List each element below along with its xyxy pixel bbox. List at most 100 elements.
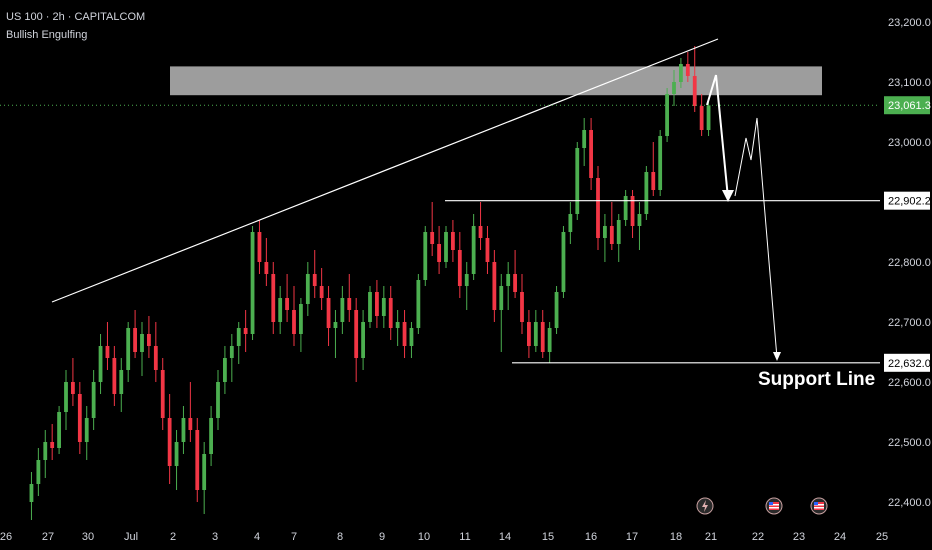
candle-body	[271, 274, 276, 322]
x-tick-label: 17	[626, 531, 638, 543]
candle-body	[540, 322, 545, 352]
candle-body	[506, 274, 511, 286]
y-tick-label: 22,800.0	[888, 257, 931, 269]
candle-body	[57, 412, 61, 448]
projection-path	[734, 117, 778, 359]
candle-body	[105, 346, 110, 358]
candle-body	[492, 262, 497, 310]
candle-body	[292, 310, 296, 334]
candle-body	[181, 418, 186, 442]
candle-body	[623, 196, 628, 220]
candle-body	[50, 442, 55, 448]
candle-body	[133, 328, 137, 352]
candle-body	[430, 232, 435, 244]
candle-body	[216, 382, 220, 418]
candle-body	[616, 220, 621, 244]
candle-body	[582, 130, 587, 148]
candle-body	[547, 328, 552, 352]
x-tick-label: 30	[82, 531, 94, 543]
x-tick-label: 26	[0, 531, 12, 543]
flag-stripes	[769, 502, 779, 510]
price-tag	[884, 353, 930, 372]
resistance-zone-layer	[170, 66, 822, 96]
candle-body	[423, 232, 428, 280]
flag-stripe	[769, 504, 779, 506]
x-tick-label: 24	[834, 531, 846, 543]
flag-canton	[814, 502, 818, 505]
y-tick-label: 23,200.0	[888, 17, 931, 29]
resistance-zone	[170, 66, 822, 96]
candle-body	[520, 292, 524, 322]
candle-body	[368, 292, 372, 322]
y-tick-label: 23,100.0	[888, 77, 931, 89]
y-tick-label: 22,500.0	[888, 437, 931, 449]
candle-body	[609, 226, 614, 244]
candle-body	[665, 94, 669, 136]
candle-body	[402, 322, 407, 346]
candle-body	[485, 238, 490, 262]
candle-body	[278, 298, 283, 322]
event-icons	[696, 497, 828, 515]
candle-body	[444, 232, 448, 262]
candle-body	[333, 322, 338, 328]
x-tick-label: 11	[459, 531, 470, 543]
candle-body	[409, 328, 414, 346]
x-tick-label: 8	[337, 531, 343, 543]
candle-body	[692, 76, 697, 106]
candle-body	[43, 442, 48, 460]
x-tick-label: 3	[212, 531, 218, 543]
candle-body	[361, 322, 365, 358]
candle-body	[533, 322, 538, 346]
candle-body	[596, 178, 600, 238]
drawings-layer: Support Line	[0, 38, 880, 390]
candles-layer	[29, 46, 711, 520]
candle-body	[651, 172, 656, 190]
candle-body	[285, 298, 289, 310]
candle-body	[437, 244, 441, 262]
candle-body	[84, 418, 89, 442]
candle-body	[77, 394, 82, 442]
x-tick-label: 10	[418, 531, 430, 543]
candle-body	[464, 274, 469, 286]
price-axis: 23,200.0 23,100.0 23,000.0 22,800.0 22,700.0…	[884, 17, 931, 509]
candle-body	[603, 226, 607, 238]
x-tick-label: 15	[542, 531, 554, 543]
candle-body	[340, 298, 345, 322]
candle-body	[527, 322, 531, 346]
projection-up	[706, 74, 717, 106]
candle-body	[561, 232, 566, 292]
candle-body	[568, 214, 573, 232]
candle-body	[416, 280, 421, 328]
candle-body	[499, 286, 504, 310]
us-flag-icon[interactable]	[765, 497, 783, 515]
x-tick-label: 21	[705, 531, 717, 543]
candle-body	[354, 310, 359, 358]
x-tick-label: 7	[291, 531, 297, 543]
x-tick-label: 2	[170, 531, 176, 543]
x-tick-label: 22	[752, 531, 764, 543]
candle-body	[243, 328, 248, 334]
candle-body	[209, 418, 213, 454]
y-tick-label: 22,400.0	[888, 497, 931, 509]
candle-body	[630, 196, 635, 226]
us-flag-icon[interactable]	[810, 497, 828, 515]
lightning-icon[interactable]	[696, 497, 714, 515]
candle-body	[36, 460, 41, 484]
candle-body	[174, 442, 179, 466]
candle-body	[305, 274, 310, 304]
candle-body	[147, 334, 151, 346]
candle-body	[126, 328, 131, 370]
x-tick-label: 18	[670, 531, 682, 543]
candle-body	[160, 370, 165, 418]
candle-body	[112, 358, 117, 394]
candle-body	[257, 232, 262, 262]
candle-body	[229, 346, 234, 358]
price-tag	[884, 96, 930, 115]
candle-body	[575, 148, 580, 214]
candle-body	[699, 106, 704, 130]
arrowhead-icon	[773, 352, 781, 361]
candle-body	[395, 322, 400, 328]
candle-body	[672, 82, 676, 94]
symbol-title: US 100 · 2h · CAPITALCOM	[6, 11, 146, 23]
